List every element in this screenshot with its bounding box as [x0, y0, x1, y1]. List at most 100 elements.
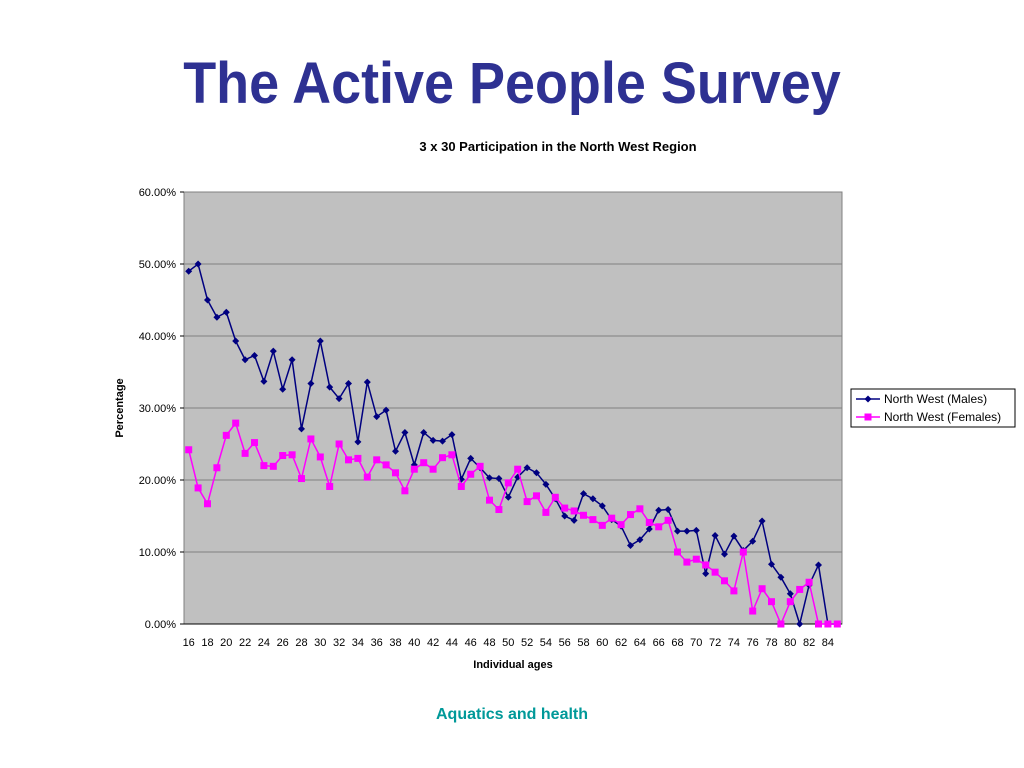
data-point: [204, 500, 211, 508]
x-axis: 16 18 20 22 24 26 28 30 32 34 36 38 40 42 44 46 48 50 52 54…: [183, 623, 842, 649]
series-line: [188, 262, 838, 627]
data-point: [815, 561, 822, 569]
data-point: [542, 508, 550, 516]
data-point: [495, 506, 503, 514]
data-point: [279, 385, 287, 393]
data-point: [711, 568, 719, 576]
x-tick-label: 16: [183, 637, 195, 649]
data-point: [373, 456, 381, 464]
data-point: [786, 598, 794, 606]
x-tick-label: 40: [408, 637, 420, 649]
data-point: [721, 577, 728, 585]
data-point: [533, 492, 540, 500]
data-point: [429, 436, 437, 444]
data-point: [561, 504, 569, 512]
x-tick-label: 74: [728, 637, 740, 649]
x-tick-label: 24: [258, 637, 270, 649]
data-point: [617, 521, 625, 529]
series-line: [187, 421, 838, 626]
data-point: [260, 462, 268, 470]
data-point: [185, 446, 193, 454]
data-point: [260, 377, 268, 385]
data-point: [589, 495, 597, 503]
x-tick-label: 30: [314, 637, 326, 649]
data-point: [269, 462, 277, 470]
data-point: [598, 502, 606, 510]
data-point: [467, 470, 475, 478]
data-point: [627, 542, 634, 550]
data-point: [429, 465, 437, 473]
data-point: [514, 465, 522, 473]
data-point: [749, 607, 757, 615]
x-tick-label: 32: [333, 637, 345, 649]
data-point: [307, 435, 315, 443]
x-tick-label: 72: [709, 637, 721, 649]
data-point: [392, 469, 399, 477]
data-point: [241, 356, 249, 364]
data-point: [448, 451, 456, 459]
data-point: [307, 380, 315, 388]
x-tick-label: 82: [803, 637, 815, 649]
slide-title: The Active People Survey: [183, 51, 841, 116]
data-point: [796, 620, 804, 628]
data-point: [664, 506, 672, 514]
data-point: [805, 578, 813, 586]
x-tick-label: 56: [559, 637, 571, 649]
data-point: [335, 395, 343, 403]
grid-lines: [184, 263, 842, 553]
data-point: [768, 560, 775, 568]
data-point: [523, 498, 531, 506]
data-point: [373, 413, 381, 421]
data-point: [551, 493, 559, 501]
data-point: [269, 347, 277, 355]
data-point: [824, 620, 832, 628]
data-point: [711, 531, 719, 539]
data-point: [251, 439, 258, 447]
x-tick-label: 60: [596, 637, 608, 649]
data-point: [739, 548, 747, 556]
x-tick-label: 26: [277, 637, 289, 649]
data-point: [241, 449, 249, 457]
data-point: [439, 437, 446, 445]
legend-label-males: North West (Males): [884, 392, 987, 406]
data-point: [504, 479, 512, 487]
data-point: [721, 550, 728, 558]
data-point: [448, 431, 456, 439]
data-point: [222, 308, 230, 316]
x-tick-label: 54: [540, 637, 552, 649]
y-tick-label: 50.00%: [139, 259, 177, 271]
x-tick-label: 44: [446, 637, 458, 649]
data-point: [702, 561, 710, 569]
data-point: [354, 438, 362, 446]
data-point: [504, 493, 512, 501]
legend-label-females: North West (Females): [884, 410, 1001, 424]
data-point: [316, 337, 324, 345]
x-tick-label: 68: [671, 637, 683, 649]
y-tick-label: 0.00%: [145, 619, 176, 631]
y-axis: 0.00% 10.00% 20.00% 30.00% 40.00% 50.00% 60.00…: [139, 187, 184, 631]
legend-box: [850, 388, 1016, 428]
legend-marker-males: [864, 395, 872, 403]
data-point: [796, 585, 804, 593]
data-point: [636, 505, 644, 513]
data-point: [401, 487, 409, 495]
data-point: [213, 313, 221, 321]
data-point: [288, 451, 296, 459]
data-point: [392, 447, 399, 455]
data-point: [645, 518, 653, 526]
x-axis-label: Individual ages: [473, 659, 552, 671]
data-point: [777, 573, 785, 581]
data-point: [674, 527, 681, 535]
x-tick-label: 34: [352, 637, 364, 649]
data-point: [194, 260, 202, 268]
y-tick-label: 40.00%: [139, 331, 177, 343]
data-point: [495, 475, 503, 483]
data-point: [420, 459, 428, 467]
data-point: [655, 506, 663, 514]
data-point: [298, 475, 305, 483]
data-point: [232, 419, 240, 427]
x-tick-label: 50: [502, 637, 514, 649]
legend: North West (Males) North West (Females): [850, 388, 1016, 428]
data-point: [222, 431, 230, 439]
data-point: [382, 461, 390, 469]
